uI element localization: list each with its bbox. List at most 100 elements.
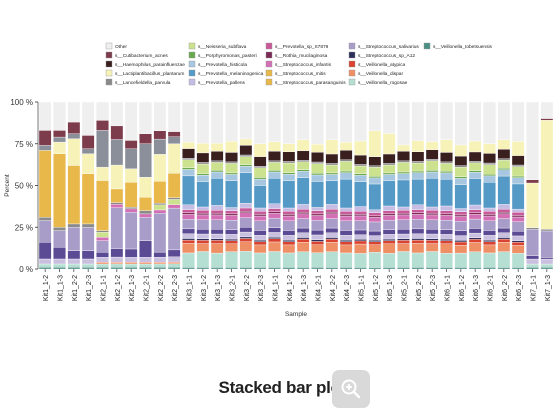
bar-segment	[268, 213, 281, 219]
bar-segment	[182, 214, 195, 220]
bar-segment	[81, 267, 95, 270]
bar-segment	[497, 238, 511, 243]
bar-segment	[425, 213, 439, 216]
bar-segment	[296, 227, 310, 233]
bar-segment	[425, 170, 439, 173]
bar-segment	[53, 101, 66, 131]
bar-segment	[440, 253, 453, 268]
bar-segment	[339, 149, 353, 160]
bar-segment	[397, 144, 410, 152]
x-tick-label: Kit2_2-2	[158, 275, 165, 301]
bar-segment	[225, 251, 238, 268]
bar-segment	[239, 156, 253, 165]
bar-segment	[268, 203, 281, 209]
bar-segment	[468, 140, 482, 153]
bar-segment	[411, 204, 425, 210]
bar-segment	[497, 204, 511, 210]
bar-segment	[282, 143, 296, 152]
bar-segment	[397, 179, 410, 208]
bar-segment	[497, 101, 511, 140]
bar-segment	[296, 212, 310, 215]
bar-segment	[440, 219, 453, 230]
bar-segment	[311, 207, 324, 211]
bar-segment	[440, 243, 453, 254]
bar-segment	[182, 159, 195, 169]
bar-segment	[210, 170, 224, 173]
bar-segment	[354, 234, 367, 240]
bar-segment	[339, 235, 353, 241]
bar-segment	[139, 257, 152, 263]
bar-segment	[483, 207, 496, 212]
bar-segment	[239, 231, 253, 238]
bar-segment	[354, 154, 367, 165]
bar-segment	[225, 172, 238, 175]
bar-segment	[239, 251, 253, 268]
bar-segment	[311, 174, 324, 182]
legend-swatch	[265, 42, 273, 50]
bar-segment	[210, 151, 224, 162]
bar-segment	[210, 243, 224, 254]
legend-label: s__Streptococcus_sp_A12	[358, 53, 415, 59]
bar-segment	[511, 175, 525, 178]
bar-segment	[124, 262, 138, 265]
bar-segment	[110, 101, 124, 127]
bar-segment	[382, 243, 396, 254]
bar-segment	[368, 239, 382, 242]
bar-segment	[38, 101, 52, 131]
zoom-button[interactable]	[332, 370, 370, 408]
legend-swatch	[423, 42, 431, 50]
bar-segment	[139, 210, 152, 215]
bar-segment	[268, 227, 281, 233]
bar-segment	[282, 241, 296, 246]
y-tick-label: 25 %	[15, 223, 33, 232]
bar-segment	[440, 215, 453, 221]
bar-segment	[225, 174, 238, 181]
bar-segment	[81, 101, 95, 136]
bar-segment	[411, 228, 425, 234]
bar-segment	[268, 160, 281, 163]
bar-segment	[397, 173, 410, 181]
bar-segment	[196, 213, 210, 216]
bar-segment	[382, 229, 396, 235]
x-tick-label: Kit3_2-3	[258, 275, 265, 301]
bar-segment	[540, 101, 554, 119]
bar-segment	[397, 209, 410, 214]
bar-segment	[325, 227, 339, 233]
bar-segment	[425, 149, 439, 160]
bar-segment	[325, 237, 339, 240]
bar-segment	[339, 215, 353, 222]
bar-segment	[497, 267, 511, 270]
bar-segment	[411, 238, 425, 241]
x-tick-label: Kit3_1-1	[187, 275, 194, 301]
bar-segment	[325, 153, 339, 164]
bar-segment	[253, 214, 267, 217]
bar-segment	[196, 240, 210, 244]
bar-segment	[339, 178, 353, 209]
bar-segment	[354, 175, 367, 182]
bar-segment	[540, 229, 554, 232]
bar-segment	[282, 267, 296, 270]
zoom-in-icon	[341, 379, 361, 399]
bar-segment	[167, 136, 181, 144]
bar-segment	[225, 101, 238, 142]
bar-segment	[540, 267, 554, 270]
bar-segment	[182, 141, 195, 149]
bar-segment	[96, 166, 109, 181]
bar-segment	[497, 208, 511, 213]
bar-segment	[382, 174, 396, 181]
bar-segment	[382, 163, 396, 166]
bar-segment	[139, 240, 152, 258]
bar-segment	[311, 234, 324, 240]
bar-segment	[282, 207, 296, 212]
bar-segment	[167, 199, 181, 205]
bar-segment	[253, 101, 267, 144]
bar-segment	[268, 217, 281, 228]
bar-segment	[53, 267, 66, 270]
bar-segment	[296, 171, 310, 178]
caption-row: Stacked bar plot	[0, 370, 560, 410]
bar-segment	[368, 130, 382, 157]
bar-segment	[425, 267, 439, 270]
bar-segment	[110, 125, 124, 140]
bar-segment	[311, 101, 324, 145]
bar-segment	[253, 167, 267, 178]
